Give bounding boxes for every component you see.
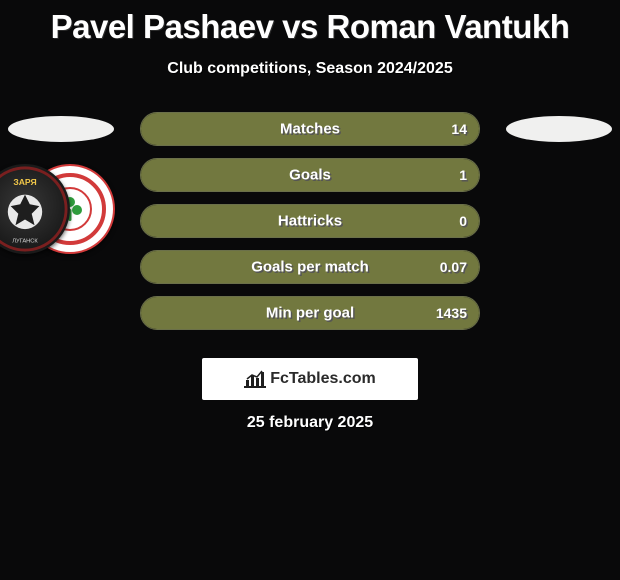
stat-bar: Hattricks0 [140,204,480,238]
stat-label: Goals [141,167,479,184]
stat-bar: Goals1 [140,158,480,192]
subtitle: Club competitions, Season 2024/2025 [0,60,620,78]
stat-label: Matches [141,121,479,138]
stat-bar: Matches14 [140,112,480,146]
stat-label: Goals per match [141,259,479,276]
stat-right-value: 1435 [436,305,467,321]
comparison-panel: ЗАРЯ ЛУГАНСК Matches14 Goals1 Hattricks0 Go… [0,108,620,418]
fctables-logo-box: FcTables.com [202,358,418,400]
stat-right-value: 1 [459,167,467,183]
left-ellipse [8,116,114,142]
svg-text:ЛУГАНСК: ЛУГАНСК [12,238,38,244]
zorya-badge-icon: ЗАРЯ ЛУГАНСК [0,164,68,254]
stat-right-value: 0 [459,213,467,229]
stats-bars: Matches14 Goals1 Hattricks0 Goals per match… [140,112,480,342]
stat-label: Hattricks [141,213,479,230]
stat-bar: Min per goal1435 [140,296,480,330]
stat-right-value: 0.07 [440,259,467,275]
stat-bar: Goals per match0.07 [140,250,480,284]
right-team-badge: ЗАРЯ ЛУГАНСК [0,164,70,254]
svg-text:ЗАРЯ: ЗАРЯ [13,177,36,187]
fctables-logo-text: FcTables.com [270,370,376,388]
fctables-chart-icon [244,370,266,388]
right-ellipse [506,116,612,142]
page-title: Pavel Pashaev vs Roman Vantukh [0,0,620,46]
stat-right-value: 14 [451,121,467,137]
snapshot-date: 25 february 2025 [0,414,620,432]
stat-label: Min per goal [141,305,479,322]
